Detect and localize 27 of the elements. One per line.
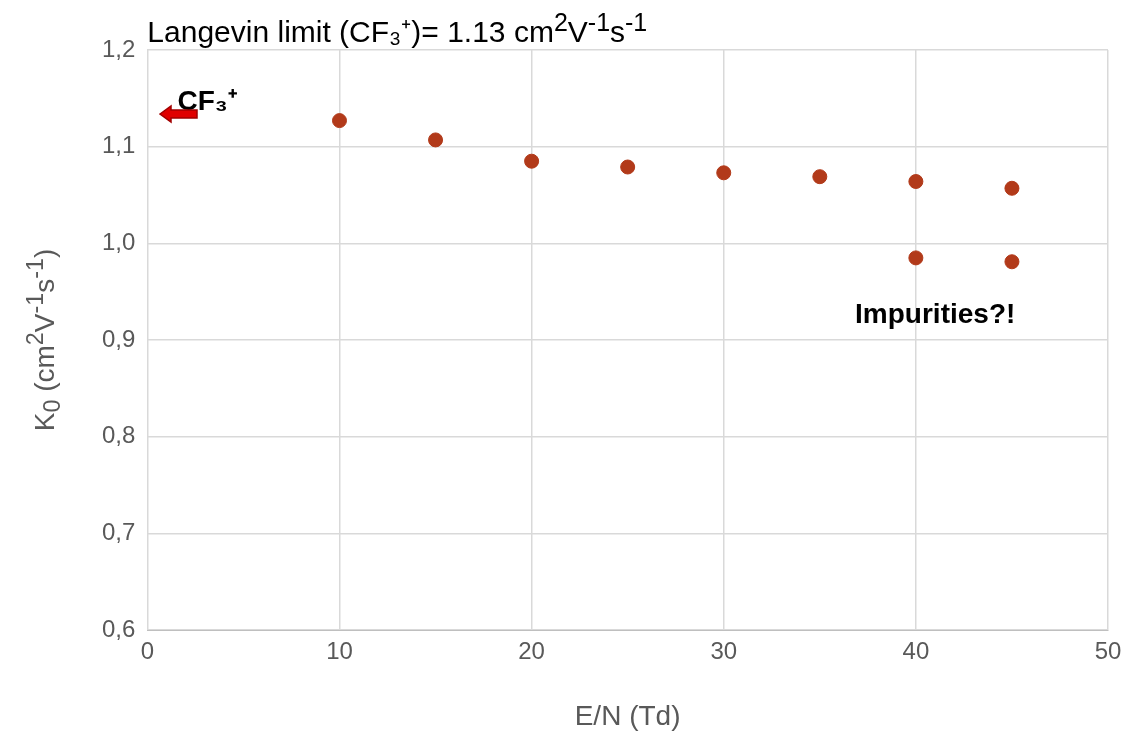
x-tick-label: 40 [902, 637, 930, 665]
point [716, 165, 732, 181]
point [908, 174, 924, 190]
x-tick-label: 30 [710, 637, 738, 665]
y-tick-label: 0,8 [101, 421, 136, 449]
point [1004, 180, 1020, 196]
y-tick-label: 0,7 [101, 518, 136, 546]
point [1004, 254, 1020, 270]
y-tick-label: 1,0 [101, 228, 136, 256]
y-tick-label: 1,2 [101, 34, 136, 62]
annotation: CF₃⁺ [177, 84, 237, 119]
x-tick-label: 20 [518, 637, 545, 665]
x-axis-title: E/N (Td) [574, 700, 681, 732]
point [524, 153, 540, 169]
x-tick-label: 10 [326, 637, 353, 665]
x-tick-label: 0 [140, 637, 155, 665]
point [428, 132, 444, 148]
point [620, 159, 636, 175]
point [908, 250, 924, 266]
chart-title: Langevin limit (CF₃⁺)= 1.13 cm$^{2}$V$^{-1}$s$^{-1}$ [147, 8, 648, 50]
point [331, 113, 347, 129]
y-tick-label: 0,6 [101, 614, 136, 642]
point [812, 169, 828, 185]
x-tick-label: 50 [1094, 637, 1122, 665]
annotation: Impurities?! [855, 297, 1016, 330]
y-tick-label: 0,9 [101, 324, 136, 352]
y-tick-label: 1,1 [101, 131, 136, 159]
